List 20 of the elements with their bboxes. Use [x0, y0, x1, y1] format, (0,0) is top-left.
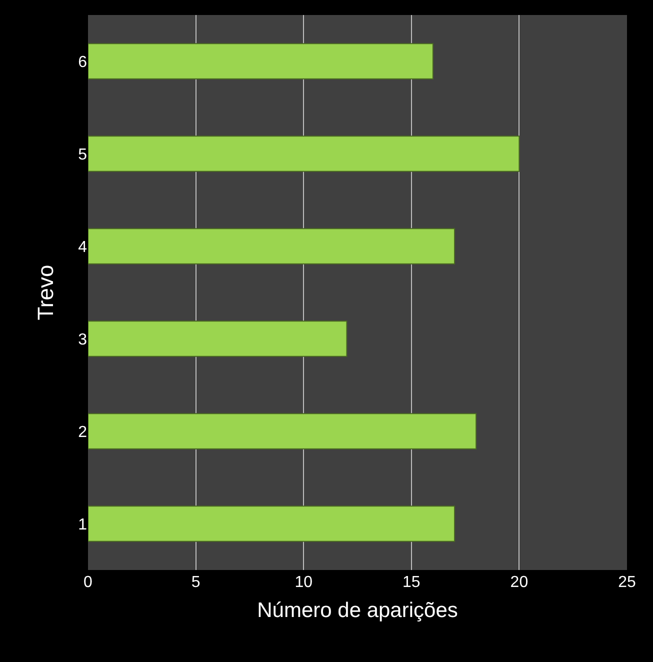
y-tick-label: 5 [78, 146, 88, 164]
y-tick-label: 1 [78, 516, 88, 534]
y-tick-label: 4 [78, 238, 88, 256]
bar [88, 228, 456, 264]
y-tick-label: 3 [78, 331, 88, 348]
bar [88, 413, 477, 450]
bar [88, 136, 520, 172]
bar [88, 320, 348, 357]
x-tick-label: 15 [402, 574, 420, 591]
x-axis-title: Número de aparições [257, 599, 458, 622]
x-tick-label: 20 [510, 574, 528, 591]
x-tick-label: 5 [191, 574, 200, 591]
y-axis-title: Trevo [32, 264, 58, 320]
bar [88, 506, 456, 542]
bar [88, 43, 434, 80]
x-tick-label: 0 [84, 574, 93, 591]
x-tick-label: 10 [294, 574, 313, 591]
y-tick-label: 6 [78, 54, 88, 71]
x-tick-label: 25 [618, 574, 636, 591]
y-tick-label: 2 [78, 424, 88, 441]
